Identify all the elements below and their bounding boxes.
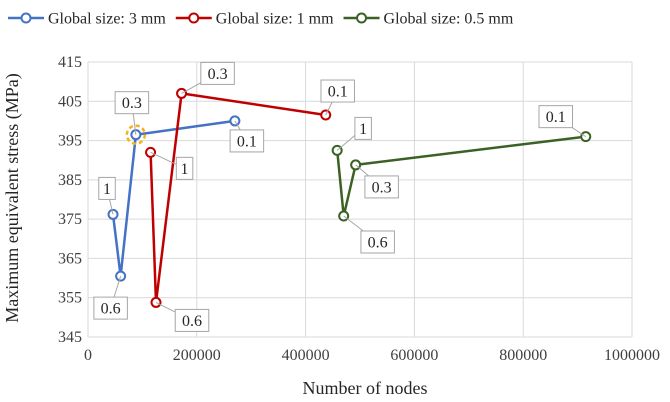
data-label: 0.6 bbox=[343, 215, 395, 254]
x-tick-label: 400000 bbox=[282, 347, 330, 364]
callout-box bbox=[229, 129, 265, 153]
callout-box bbox=[200, 61, 235, 85]
x-tick-label: 800000 bbox=[499, 347, 547, 364]
callout-box bbox=[93, 296, 128, 320]
legend-item-2: Global size: 1 mm bbox=[175, 11, 334, 28]
callout-label: 0.3 bbox=[122, 95, 142, 112]
data-label: 0.1 bbox=[320, 79, 355, 116]
data-label: 0.1 bbox=[538, 105, 587, 138]
y-tick-labels: 345 355 365 375 385 395 405 415 bbox=[58, 54, 82, 346]
legend-marker bbox=[188, 12, 200, 24]
y-axis-title: Maximum equivalent stress (MPa) bbox=[2, 73, 23, 322]
legend-marker bbox=[356, 12, 368, 24]
callout-label: 0.3 bbox=[372, 179, 392, 196]
legend-label: Global size: 0.5 mm bbox=[384, 11, 514, 28]
y-tick-label: 385 bbox=[58, 172, 82, 189]
data-label: 0.3 bbox=[181, 61, 235, 94]
y-tick-label: 395 bbox=[58, 133, 82, 150]
callout-label: 0.6 bbox=[182, 313, 202, 330]
legend: Global size: 3 mm Global size: 1 mm Global… bbox=[8, 11, 514, 28]
data-label-callouts: 1 0.6 0.3 0.1 1 0.6 0.3 0.1 1 0.6 0.3 0.1 bbox=[93, 61, 587, 332]
legend-item-1: Global size: 3 mm bbox=[8, 11, 166, 28]
series-line bbox=[335, 135, 586, 218]
callout-label: 1 bbox=[103, 181, 111, 198]
callout-label: 0.6 bbox=[101, 301, 121, 318]
data-label: 0.6 bbox=[155, 301, 210, 332]
x-tick-label: 200000 bbox=[173, 347, 221, 364]
series-1 bbox=[107, 115, 241, 282]
callout-box bbox=[174, 308, 210, 332]
series-line bbox=[111, 119, 236, 278]
y-tick-label: 355 bbox=[58, 290, 82, 307]
callout-label: 0.1 bbox=[546, 109, 566, 126]
x-tick-label: 0 bbox=[84, 347, 92, 364]
series-layer bbox=[107, 87, 592, 308]
x-tick-label: 600000 bbox=[390, 347, 438, 364]
callout-box bbox=[114, 91, 150, 115]
grid bbox=[87, 61, 633, 338]
x-axis-title: Number of nodes bbox=[303, 378, 428, 398]
legend-item-3: Global size: 0.5 mm bbox=[343, 11, 514, 28]
callout-box bbox=[175, 156, 194, 180]
data-label: 1 bbox=[336, 116, 372, 151]
series-line bbox=[149, 92, 326, 304]
callout-box bbox=[320, 79, 355, 103]
callout-box bbox=[98, 176, 116, 200]
callout-label: 1 bbox=[359, 121, 367, 138]
data-label: 0.6 bbox=[93, 275, 128, 320]
callout-label: 0.1 bbox=[237, 133, 257, 150]
series-2 bbox=[145, 87, 332, 308]
callout-box bbox=[360, 230, 395, 254]
x-tick-labels: 0 200000 400000 600000 800000 1000000 bbox=[84, 347, 660, 364]
callout-label: 0.6 bbox=[368, 235, 388, 252]
highlight-ring bbox=[125, 124, 147, 145]
y-tick-label: 415 bbox=[58, 54, 82, 71]
data-label: 1 bbox=[150, 151, 194, 180]
y-tick-label: 365 bbox=[58, 250, 82, 267]
data-label: 0.3 bbox=[355, 164, 399, 199]
callout-box bbox=[364, 175, 399, 199]
legend-label: Global size: 1 mm bbox=[216, 11, 334, 28]
callout-box bbox=[354, 116, 372, 140]
y-tick-label: 375 bbox=[58, 211, 82, 228]
y-tick-label: 405 bbox=[58, 93, 82, 110]
legend-marker bbox=[20, 12, 32, 24]
data-label: 0.3 bbox=[114, 91, 150, 135]
legend-label: Global size: 3 mm bbox=[48, 11, 166, 28]
data-label: 1 bbox=[98, 176, 116, 215]
callout-box bbox=[538, 105, 574, 129]
x-tick-label: 1000000 bbox=[604, 347, 660, 364]
callout-label: 0.1 bbox=[328, 84, 348, 101]
callout-label: 0.3 bbox=[208, 66, 228, 83]
y-tick-label: 345 bbox=[58, 329, 82, 346]
callout-label: 1 bbox=[181, 161, 189, 178]
data-label: 0.1 bbox=[229, 120, 265, 153]
